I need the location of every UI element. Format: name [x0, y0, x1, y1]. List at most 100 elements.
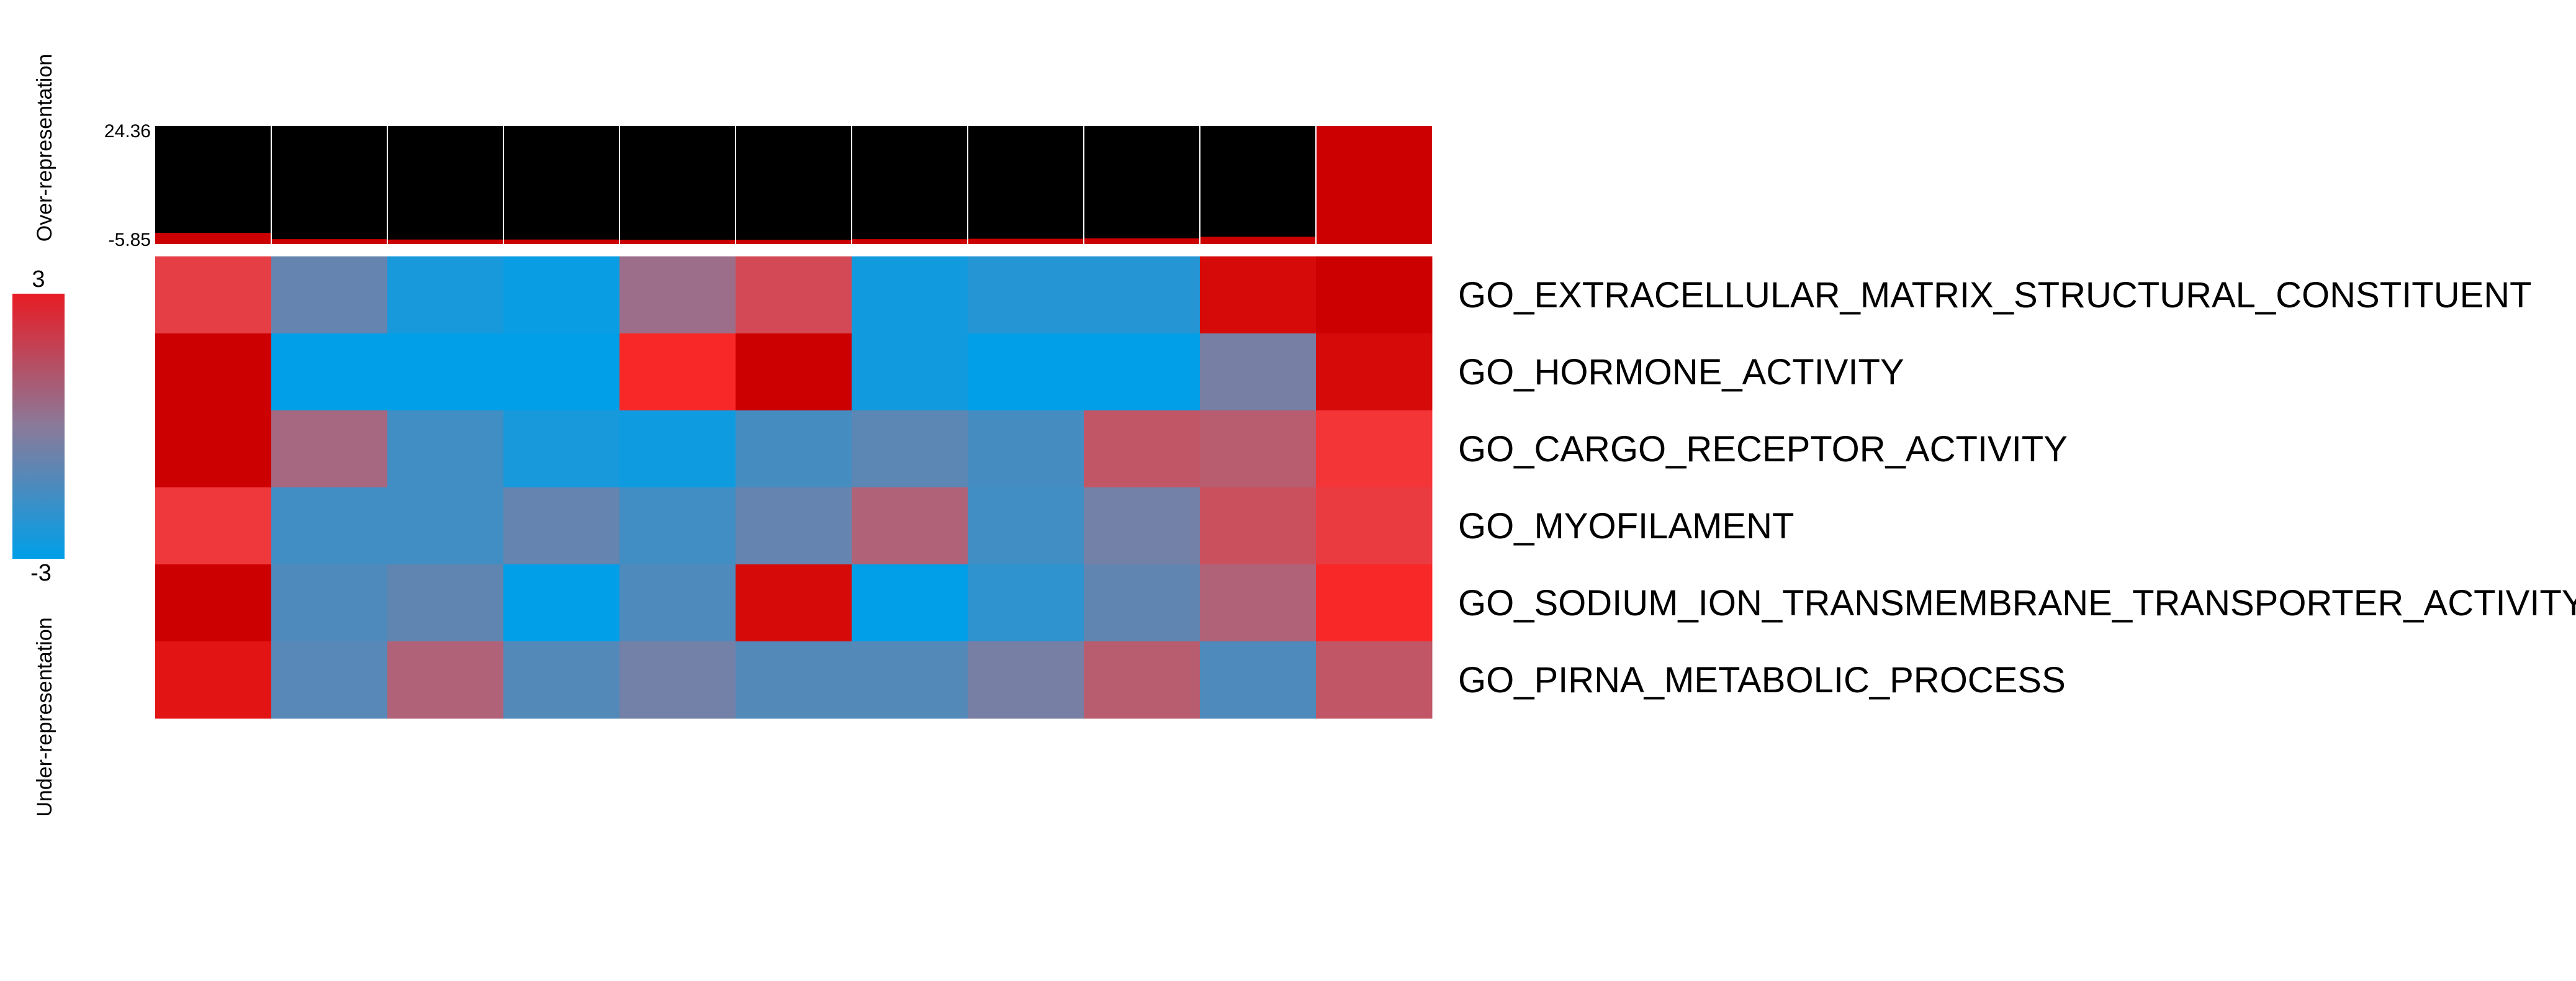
top-bar-column-bg [619, 126, 736, 244]
heatmap-cell [387, 256, 504, 334]
heatmap-cell [852, 641, 968, 719]
heatmap-cell [271, 564, 388, 642]
heatmap-cell [968, 410, 1084, 488]
row-label: GO_EXTRACELLULAR_MATRIX_STRUCTURAL_CONST… [1458, 275, 2532, 315]
heatmap-cell [271, 333, 388, 411]
row-label: GO_MYOFILAMENT [1458, 506, 1794, 546]
heatmap-cell [736, 564, 852, 642]
heatmap-cell [503, 487, 620, 565]
top-bar-ymax-label: 24.36 [104, 121, 151, 142]
row-label: GO_SODIUM_ION_TRANSMEMBRANE_TRANSPORTER_… [1458, 583, 2576, 623]
top-bar-column-bg [503, 126, 619, 244]
heatmap-cell [1084, 564, 1200, 642]
top-bar-value [1316, 126, 1432, 244]
row-label: GO_CARGO_RECEPTOR_ACTIVITY [1458, 429, 2068, 469]
heatmap-cell [736, 333, 852, 411]
heatmap-cell [968, 333, 1084, 411]
heatmap-cell [155, 564, 272, 642]
top-bar-value [1200, 237, 1316, 244]
heatmap-cell [619, 256, 736, 334]
heatmap-cell [271, 641, 388, 719]
over-representation-label: Over-representation [33, 54, 56, 242]
top-bar-panel [155, 126, 1432, 244]
top-bar-value [503, 239, 619, 244]
top-bar-column-bg [852, 126, 968, 244]
heatmap-cell [736, 641, 852, 719]
top-bar-value [852, 239, 968, 244]
heatmap-cell [968, 256, 1084, 334]
heatmap-cell [1316, 256, 1433, 334]
heatmap-cell [503, 410, 620, 488]
heatmap-cell [155, 256, 272, 334]
color-scale-bar [12, 294, 65, 559]
heatmap-cell [736, 487, 852, 565]
heatmap-cell [1084, 410, 1200, 488]
row-labels: GO_EXTRACELLULAR_MATRIX_STRUCTURAL_CONST… [1458, 275, 2576, 700]
heatmap-cell [155, 410, 272, 488]
heatmap-cell [619, 333, 736, 411]
top-bar-value [155, 233, 271, 244]
heatmap-cell [852, 410, 968, 488]
heatmap-cell [155, 487, 272, 565]
top-bar-value [387, 239, 503, 244]
heatmap-cell [619, 564, 736, 642]
heatmap-cell [155, 333, 272, 411]
top-bar-column-bg [387, 126, 503, 244]
heatmap-cell [968, 641, 1084, 719]
top-bar-column-bg [155, 126, 271, 244]
under-representation-label: Under-representation [33, 617, 56, 816]
top-bar-column-bg [736, 126, 852, 244]
heatmap-cell [503, 641, 620, 719]
top-bar-value [619, 240, 736, 244]
heatmap-cell [1316, 487, 1433, 565]
top-bar-column-bg [968, 126, 1084, 244]
heatmap-cell [619, 487, 736, 565]
heatmap-cell [968, 487, 1084, 565]
color-scale-min-label: -3 [30, 560, 52, 586]
heatmap-cell [271, 256, 388, 334]
top-bar-column-bg [1200, 126, 1316, 244]
heatmap-cell [736, 410, 852, 488]
heatmap-cell [736, 256, 852, 334]
heatmap-cell [503, 564, 620, 642]
heatmap-cell [619, 641, 736, 719]
top-bar-value [736, 240, 852, 244]
heatmap-cell [387, 487, 504, 565]
row-label: GO_PIRNA_METABOLIC_PROCESS [1458, 660, 2066, 700]
heatmap-cell [1084, 256, 1200, 334]
top-bar-value [1084, 238, 1200, 244]
heatmap-cell [1084, 641, 1200, 719]
row-label: GO_HORMONE_ACTIVITY [1458, 352, 1904, 392]
top-bar-ymin-label: -5.85 [109, 230, 151, 250]
heatmap-cell [1084, 333, 1200, 411]
top-bar-column-bg [1084, 126, 1200, 244]
heatmap-cell [1316, 564, 1433, 642]
heatmap-cell [271, 410, 388, 488]
heatmap-cell [852, 487, 968, 565]
heatmap-cell [503, 256, 620, 334]
top-bar-column-bg [271, 126, 387, 244]
color-scale-max-label: 3 [32, 266, 45, 292]
heatmap-cell [619, 410, 736, 488]
heatmap-cell [503, 333, 620, 411]
heatmap-cell [1200, 641, 1317, 719]
heatmap-cell [1316, 410, 1433, 488]
heatmap-cell [1200, 487, 1317, 565]
heatmap-cell [1200, 410, 1317, 488]
heatmap-cells [155, 256, 1433, 719]
top-bar-value [271, 239, 387, 244]
heatmap-cell [387, 410, 504, 488]
heatmap-cell [387, 641, 504, 719]
heatmap-cell [852, 256, 968, 334]
heatmap-cell [1200, 333, 1317, 411]
heatmap-cell [1200, 256, 1317, 334]
heatmap-cell [968, 564, 1084, 642]
heatmap-cell [155, 641, 272, 719]
heatmap-cell [1084, 487, 1200, 565]
heatmap-cell [387, 564, 504, 642]
heatmap-cell [271, 487, 388, 565]
heatmap-cell [1200, 564, 1317, 642]
heatmap-cell [1316, 641, 1433, 719]
heatmap-cell [1316, 333, 1433, 411]
